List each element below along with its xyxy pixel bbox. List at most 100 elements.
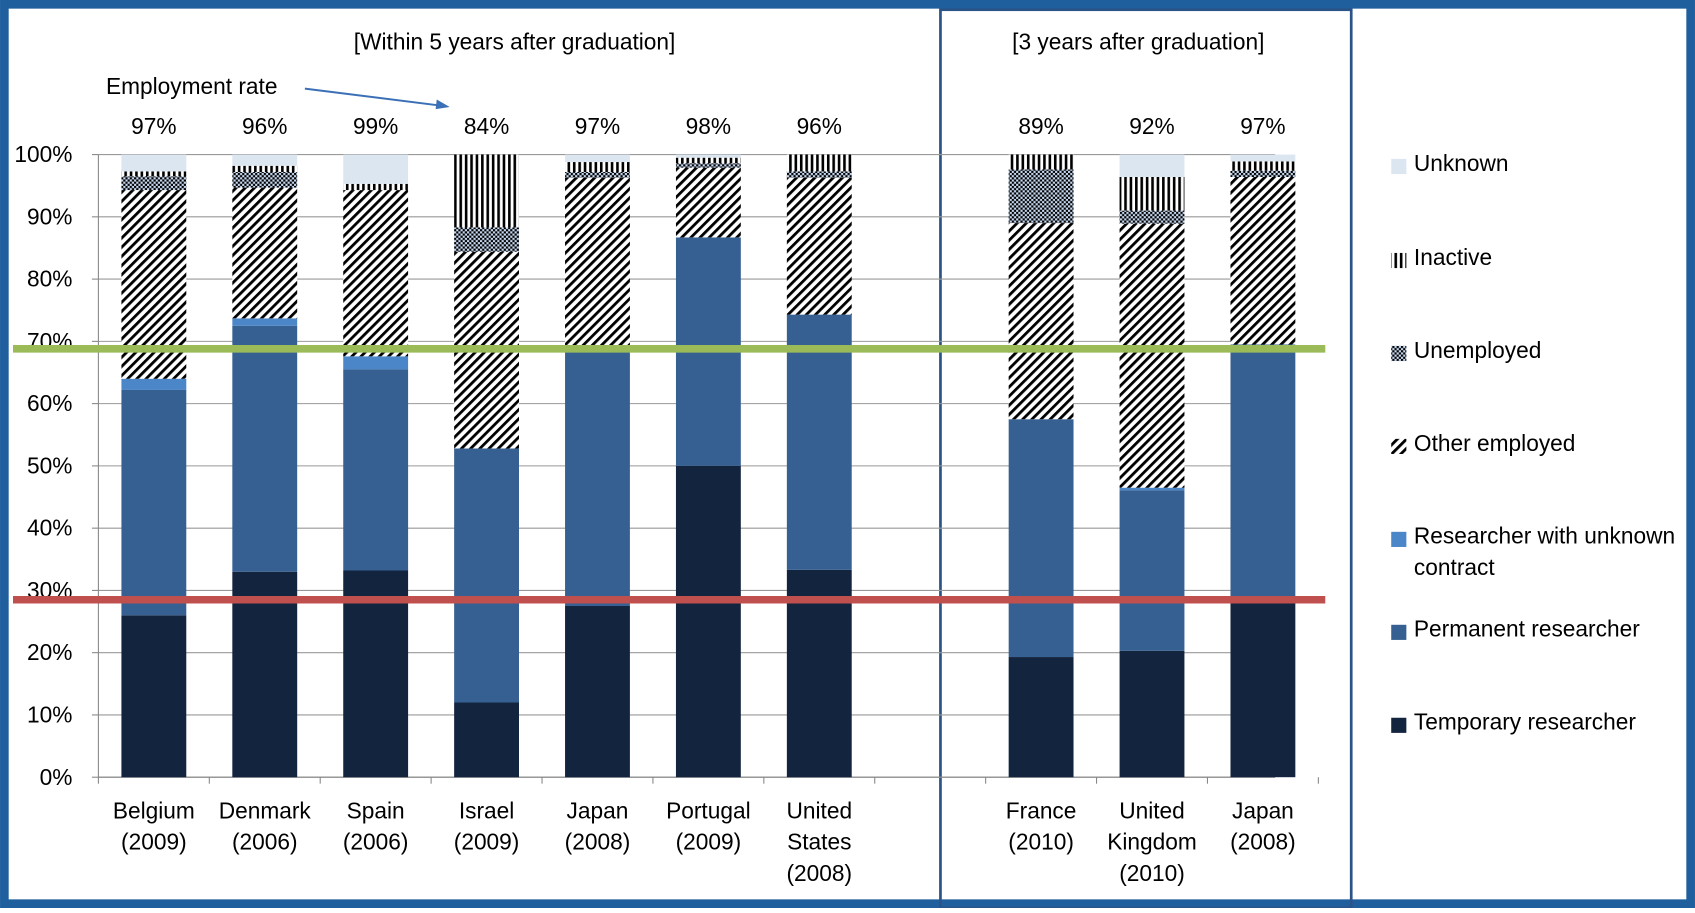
bar-segment xyxy=(232,325,298,572)
bar-segment xyxy=(232,571,298,778)
bar-segment xyxy=(1119,490,1185,651)
group-title: [Within 5 years after graduation] xyxy=(354,29,676,55)
bar-segment xyxy=(121,389,187,616)
legend-item: Permanent researcher xyxy=(1413,617,1640,643)
legend-label: Other employed xyxy=(1413,431,1576,457)
bar-segment xyxy=(1230,602,1296,778)
employment-rate: 97% xyxy=(1240,113,1285,139)
bar-segment xyxy=(343,190,409,357)
bar-segment xyxy=(232,165,298,173)
employment-rate: 96% xyxy=(242,113,287,139)
employment-rate: 98% xyxy=(686,113,731,139)
bar-segment xyxy=(1230,344,1296,603)
y-tick-label: 0% xyxy=(40,764,73,790)
y-tick-label: 80% xyxy=(27,266,72,292)
bar-segment xyxy=(565,162,630,173)
y-tick-label: 60% xyxy=(27,390,72,416)
x-tick-label: Portugal (2009) xyxy=(666,797,751,854)
group-title: [3 years after graduation] xyxy=(1012,29,1264,55)
employment-rate: 97% xyxy=(575,113,620,139)
bar-segment xyxy=(565,172,630,178)
bar-segment xyxy=(232,318,298,326)
bar-segment xyxy=(121,615,187,778)
bar-segment xyxy=(565,154,630,163)
x-tick-label: Belgium (2009) xyxy=(113,797,195,854)
employment-rate: 92% xyxy=(1129,113,1174,139)
x-tick-label: Denmark (2006) xyxy=(219,797,312,854)
bar-segment xyxy=(1008,223,1074,420)
bar-segment xyxy=(1230,176,1296,345)
bar-segment xyxy=(1230,154,1296,162)
bar-segment xyxy=(343,570,409,778)
bar-segment xyxy=(1119,210,1185,224)
legend-label: Inactive xyxy=(1413,245,1493,271)
legend-label: Temporary researcher xyxy=(1413,710,1636,736)
bar-segment xyxy=(1119,154,1185,177)
bar-segment xyxy=(675,465,741,778)
bar-segment xyxy=(1119,487,1185,491)
bar-segment xyxy=(121,171,187,177)
y-tick-label: 100% xyxy=(14,141,72,167)
bar-segment xyxy=(454,702,519,778)
x-tick-label: Japan (2008) xyxy=(565,797,631,854)
employment-rate: 96% xyxy=(797,113,842,139)
employment-rate: 99% xyxy=(353,113,398,139)
bar-segment xyxy=(786,171,852,178)
bar-segment xyxy=(232,154,298,166)
bar-segment xyxy=(1008,657,1074,778)
bar-segment xyxy=(675,163,741,168)
y-tick-label: 50% xyxy=(27,452,72,478)
bar-segment xyxy=(232,172,298,188)
bar-segment xyxy=(454,227,519,252)
bar-segment xyxy=(675,154,741,158)
employment-rate: 84% xyxy=(464,113,509,139)
bar-segment xyxy=(675,157,741,164)
legend-swatch xyxy=(1391,531,1407,547)
x-tick-label: Japan (2008) xyxy=(1230,797,1296,854)
y-tick-label: 40% xyxy=(27,515,72,541)
legend-label: Unemployed xyxy=(1413,338,1542,364)
x-tick-label: United Kingdom (2010) xyxy=(1107,797,1197,886)
bar-segment xyxy=(786,569,852,778)
legend-swatch xyxy=(1391,252,1407,269)
bar-segment xyxy=(343,369,409,571)
bar-segment xyxy=(565,605,630,778)
legend-swatch xyxy=(1391,158,1407,175)
employment-rate: 97% xyxy=(131,113,176,139)
x-tick-label: France (2010) xyxy=(1006,797,1077,854)
bar-segment xyxy=(1008,169,1074,224)
x-tick-label: Israel (2009) xyxy=(454,797,520,854)
x-tick-label: United States (2008) xyxy=(786,797,852,886)
bar-segment xyxy=(343,183,409,191)
bar-segment xyxy=(786,154,852,172)
y-tick-label: 90% xyxy=(27,203,72,229)
employment-rate: 89% xyxy=(1018,113,1063,139)
legend-item: Unemployed xyxy=(1413,338,1542,364)
bar-segment xyxy=(1119,223,1185,488)
bar-segment xyxy=(232,187,298,319)
y-tick-label: 20% xyxy=(27,639,72,665)
legend-item: Other employed xyxy=(1413,431,1576,457)
bar-segment xyxy=(565,177,630,346)
legend-label: Researcher with unknown contract xyxy=(1413,524,1676,581)
bar-segment xyxy=(121,176,187,191)
bar-segment xyxy=(1119,650,1185,778)
legend-swatch xyxy=(1391,438,1407,454)
legend-label: Permanent researcher xyxy=(1413,617,1640,643)
bar-segment xyxy=(565,345,630,606)
annotation-arrow xyxy=(304,87,444,107)
x-tick-label: Spain (2006) xyxy=(343,797,409,854)
bar-segment xyxy=(786,177,852,315)
bar-segment xyxy=(1230,161,1296,171)
y-tick-label: 10% xyxy=(27,702,72,728)
legend-item: Inactive xyxy=(1413,245,1493,271)
legend-swatch xyxy=(1391,717,1407,733)
bar-segment xyxy=(454,154,519,228)
bar-segment xyxy=(1119,176,1185,211)
bar-segment xyxy=(121,378,187,390)
bar-segment xyxy=(454,448,519,703)
legend-item: Unknown xyxy=(1414,151,1509,176)
